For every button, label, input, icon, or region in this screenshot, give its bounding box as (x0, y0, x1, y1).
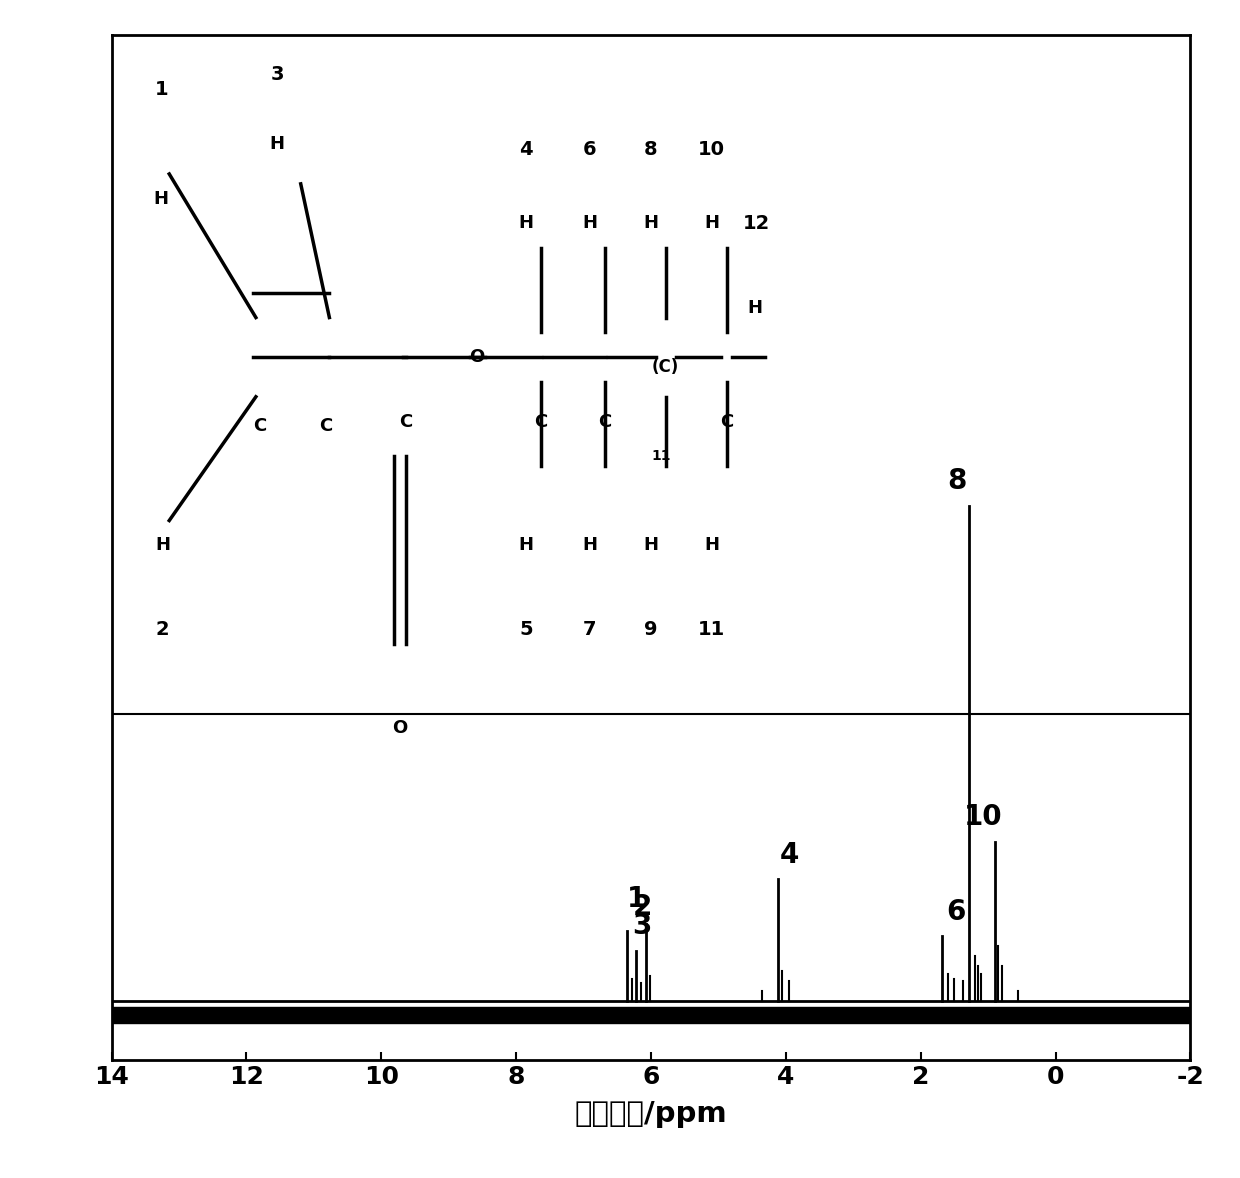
X-axis label: 化学位移/ppm: 化学位移/ppm (574, 1100, 728, 1129)
Text: 6: 6 (946, 898, 966, 926)
Text: 1: 1 (627, 885, 646, 913)
Text: C: C (720, 412, 733, 430)
Text: 12: 12 (743, 214, 770, 233)
Text: 5: 5 (520, 620, 533, 638)
Text: 2: 2 (156, 620, 170, 638)
Text: H: H (644, 536, 658, 555)
Text: H: H (583, 214, 598, 232)
Text: (C): (C) (652, 358, 680, 376)
Text: H: H (269, 135, 285, 153)
Text: H: H (154, 190, 169, 207)
Text: H: H (583, 536, 598, 555)
Text: O: O (469, 349, 485, 366)
Text: 4: 4 (520, 140, 533, 159)
Text: 3: 3 (270, 66, 284, 85)
Text: H: H (704, 214, 719, 232)
Text: H: H (644, 214, 658, 232)
Text: 11: 11 (698, 620, 725, 638)
Text: 4: 4 (780, 841, 800, 868)
Text: C: C (534, 412, 547, 430)
Text: H: H (518, 214, 533, 232)
Text: 9: 9 (644, 620, 657, 638)
Text: 10: 10 (963, 803, 1002, 832)
Text: 8: 8 (947, 466, 967, 495)
Text: 2: 2 (632, 893, 652, 920)
Text: 1: 1 (154, 80, 167, 99)
Text: 7: 7 (583, 620, 596, 638)
Text: H: H (518, 536, 533, 555)
Text: 11: 11 (651, 449, 671, 463)
Text: H: H (704, 536, 719, 555)
Text: C: C (320, 417, 332, 436)
Text: C: C (598, 412, 611, 430)
Text: H: H (746, 299, 763, 317)
Text: C: C (399, 412, 413, 430)
Text: O: O (393, 720, 408, 737)
Text: 6: 6 (583, 140, 596, 159)
Text: 8: 8 (644, 140, 657, 159)
Text: H: H (155, 536, 170, 555)
Text: 10: 10 (698, 140, 725, 159)
Text: C: C (253, 417, 265, 436)
Text: 3: 3 (632, 913, 651, 940)
